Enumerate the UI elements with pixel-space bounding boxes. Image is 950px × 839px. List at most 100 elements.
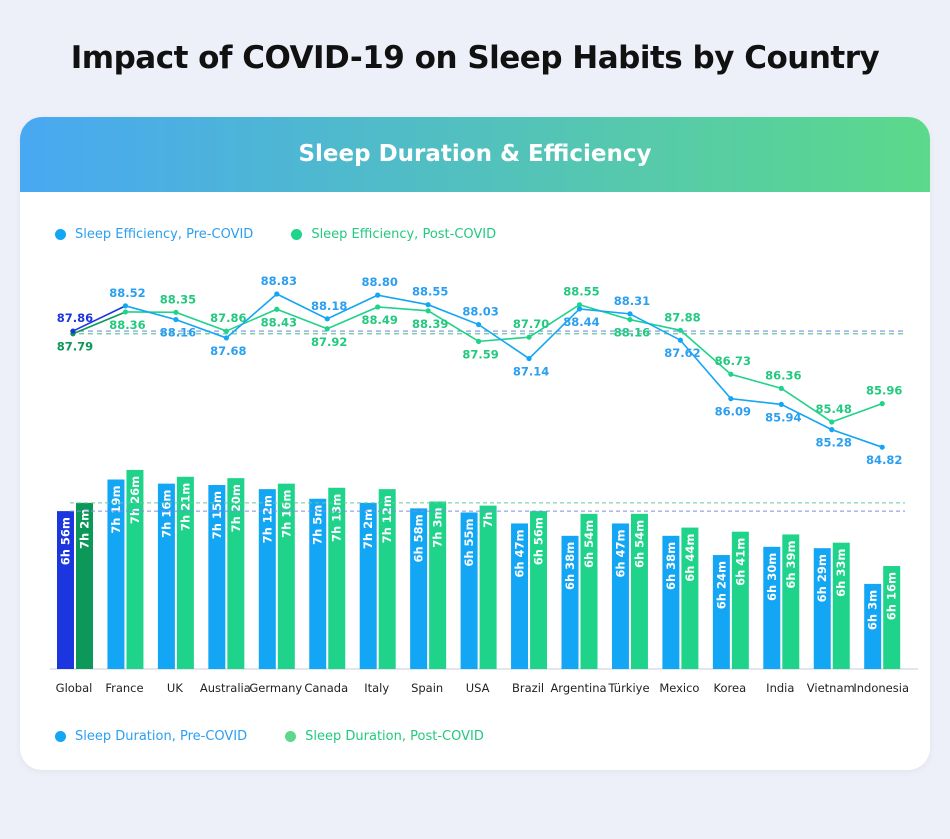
bar-pre-france [107,479,125,669]
bar-pre-mexico [662,535,680,669]
bar-post-australia [227,478,245,669]
bar-data-label: 6h 38m [664,542,678,590]
bar-post-argentina [580,513,598,669]
efficiency-post-point [829,419,835,425]
efficiency-post-label: 87.79 [57,340,93,354]
card-title: Sleep Duration & Efficiency [20,117,930,192]
efficiency-post-label: 88.55 [563,285,599,299]
bar-post-germany [277,483,295,669]
efficiency-post-point [627,316,633,323]
legend-label: Sleep Duration, Pre-COVID [75,729,248,744]
bar-data-label: 6h 3m [866,590,880,630]
bar-legend: Sleep Duration, Pre-COVID Sleep Duration… [55,729,484,744]
bar-post-canada [328,487,346,669]
efficiency-post-point [274,306,280,312]
bar-pre-argentina [561,535,579,669]
efficiency-post-point [375,304,381,310]
efficiency-pre-point [476,321,482,328]
efficiency-post-point [677,327,684,333]
efficiency-pre-point [576,306,583,312]
efficiency-post-point [324,326,330,332]
efficiency-post-label: 88.36 [109,318,145,332]
x-tick-label: Mexico [659,681,699,695]
efficiency-pre-point [425,302,431,308]
bar-data-label: 7h 26m [128,476,142,524]
bar-data-label: 6h 29m [815,554,829,602]
bar-data-label: 7h 12m [380,495,394,543]
bar-pre-spain [410,508,428,669]
x-tick-label: Türkiye [607,681,649,695]
bar-data-label: 6h 39m [784,540,798,588]
legend-duration-post: Sleep Duration, Post-COVID [285,729,484,744]
bar-data-label: 7h 21m [178,483,192,531]
efficiency-post-global-segment [72,311,126,335]
x-tick-label: Brazil [512,681,544,695]
bar-post-india [782,534,800,669]
efficiency-post-label: 86.36 [765,368,801,382]
bar-data-label: 6h 58m [412,514,426,562]
efficiency-pre-label: 84.82 [866,453,902,467]
bar-pre-usa [460,512,478,669]
efficiency-post-point [223,328,229,334]
bar-data-label: 6h 54m [632,520,646,568]
bar-pre-brazil [511,523,529,669]
efficiency-pre-point [627,311,633,317]
x-tick-label: Germany [249,681,302,695]
efficiency-post-label: 87.70 [513,317,549,331]
legend-label: Sleep Efficiency, Post-COVID [311,227,497,242]
bar-post-global [76,502,93,669]
legend-duration-pre: Sleep Duration, Pre-COVID [55,729,247,744]
x-tick-label: Vietnam [807,681,855,695]
bar-post-vietnam [832,542,850,669]
bar-data-label: 7h 2m [361,509,375,549]
x-tick-label: Korea [714,681,747,695]
efficiency-pre-label: 86.09 [715,405,751,419]
efficiency-pre-point [122,303,129,309]
efficiency-pre-label: 87.62 [664,346,700,360]
efficiency-post-label: 88.39 [412,317,448,331]
bar-data-label: 6h 30m [765,553,779,601]
bar-data-label: 7h 3m [431,507,445,547]
efficiency-post-label: 85.96 [866,384,902,398]
bar-pre-uk [157,483,175,669]
efficiency-post-line [125,303,883,423]
x-tick-label: Spain [411,681,443,695]
x-tick-label: Indonesia [853,681,909,695]
bar-data-label: 7h 20m [229,484,243,532]
efficiency-pre-label: 87.68 [210,344,246,358]
bar-post-indonesia [883,566,901,669]
bar-post-usa [479,505,497,669]
efficiency-post-label: 87.86 [210,311,246,325]
efficiency-post-point [425,308,431,314]
bar-data-label: 7h 16m [279,490,293,538]
bar-data-label: 7h 2m [78,509,92,549]
bar-post-korea [731,531,749,669]
bar-pre-canada [309,498,327,669]
bar-data-label: 6h 41m [733,538,747,586]
legend-efficiency-post: Sleep Efficiency, Post-COVID [291,227,496,242]
bar-post-türkiye [630,513,648,669]
bar-data-label: 7h 5m [311,505,325,545]
bar-data-label: 6h 47m [513,529,527,577]
efficiency-pre-point [728,396,734,402]
efficiency-pre-point [70,328,76,334]
efficiency-pre-global-segment [72,305,126,332]
efficiency-pre-point [526,355,532,362]
x-tick-label: India [766,681,794,695]
bar-data-label: 6h 38m [563,542,577,590]
x-tick-label: Canada [304,681,348,695]
bar-data-label: 6h 33m [834,549,848,597]
bar-pre-italy [359,502,377,669]
bar-data-label: 6h 55m [462,518,476,566]
efficiency-post-point [778,385,784,391]
legend-label: Sleep Efficiency, Pre-COVID [75,227,254,242]
x-tick-label: Global [56,681,93,695]
efficiency-pre-label: 87.86 [57,311,93,325]
efficiency-post-label: 86.73 [715,354,751,368]
bar-data-label: 6h 54m [582,520,596,568]
bar-data-label: 6h 56m [532,517,546,565]
efficiency-pre-label: 88.18 [311,299,347,313]
bar-data-label: 7h 12m [260,495,274,543]
bar-pre-korea [712,555,730,669]
efficiency-pre-point [223,335,229,341]
